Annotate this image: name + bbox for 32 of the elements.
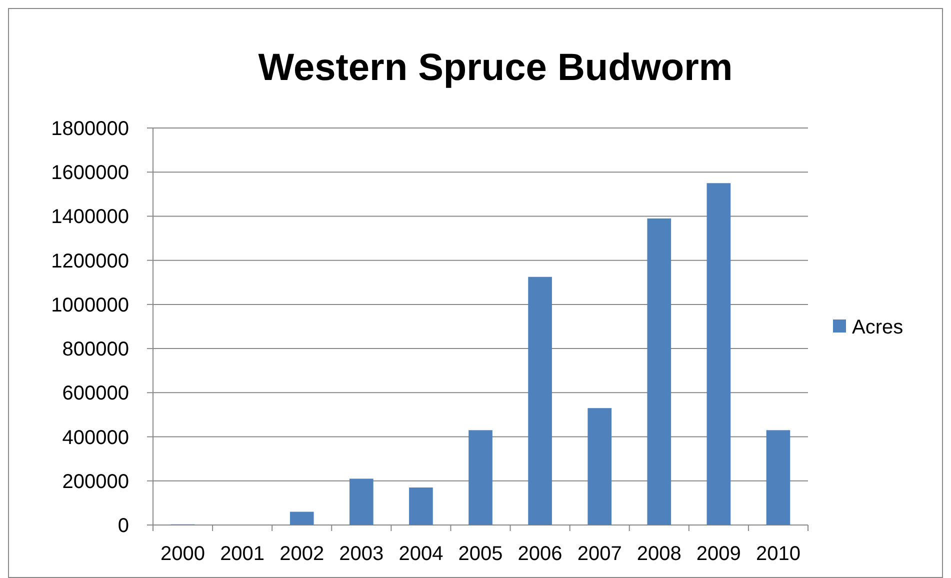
- x-tick-label: 2009: [696, 543, 741, 565]
- y-tick-label: 1600000: [51, 162, 129, 184]
- y-tick-label: 1400000: [51, 206, 129, 228]
- legend-label: Acres: [852, 316, 904, 338]
- x-tick-label: 2008: [636, 543, 682, 565]
- x-tick-label: 2007: [577, 543, 622, 565]
- bar: [766, 430, 790, 525]
- x-tick-label: 2010: [756, 543, 800, 565]
- chart-title: Western Spruce Budworm: [258, 47, 733, 89]
- bar: [409, 488, 433, 525]
- y-tick-label: 0: [118, 515, 129, 537]
- x-tick-label: 2004: [398, 543, 444, 565]
- bar: [468, 430, 492, 525]
- y-tick-label: 1000000: [51, 294, 129, 316]
- y-tick-label: 1800000: [51, 118, 129, 140]
- y-tick-label: 600000: [62, 382, 129, 405]
- bar: [588, 408, 612, 525]
- x-tick-label: 2006: [518, 543, 562, 565]
- y-tick-label: 1200000: [51, 250, 129, 272]
- y-tick-label: 200000: [62, 470, 129, 493]
- bar: [706, 183, 731, 525]
- y-tick-label: 400000: [62, 426, 129, 449]
- bar: [290, 512, 314, 525]
- x-tick-label: 2000: [160, 543, 206, 565]
- x-tick-label: 2005: [458, 543, 503, 565]
- bar: [647, 218, 672, 525]
- y-tick-label: 800000: [62, 338, 129, 361]
- bar: [528, 276, 552, 525]
- x-tick-label: 2002: [280, 543, 324, 565]
- bar: [350, 478, 374, 525]
- x-tick-label: 2003: [339, 543, 384, 565]
- x-tick-label: 2001: [220, 543, 265, 565]
